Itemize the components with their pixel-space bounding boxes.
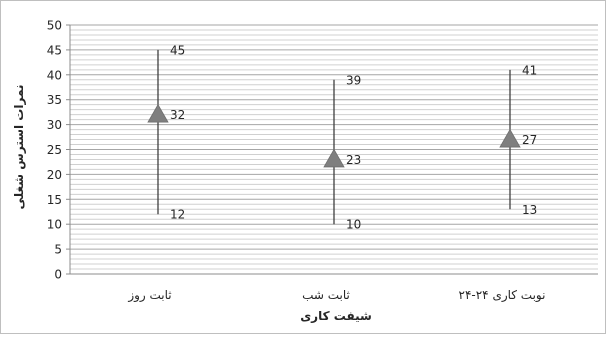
- mean-marker: [147, 103, 169, 123]
- y-tick-label: 0: [54, 268, 62, 282]
- data-marks: [147, 49, 521, 225]
- x-tick-label: ثابت روز: [127, 288, 171, 303]
- y-tick-label: 50: [47, 19, 62, 33]
- x-tick-label: ثابت شب: [302, 288, 350, 302]
- high-value-label: 39: [346, 73, 361, 87]
- y-tick-label: 30: [47, 118, 62, 132]
- x-axis-title: شیفت کاری: [300, 309, 372, 323]
- mean-value-label: 32: [170, 108, 185, 122]
- x-tick-labels: ثابت روز ثابت شب نوبت کاری ۲۴-۲۴: [127, 288, 545, 303]
- y-tick-label: 20: [47, 168, 62, 182]
- y-tick-label: 45: [47, 43, 62, 57]
- low-value-label: 10: [346, 218, 361, 232]
- mean-marker: [499, 128, 521, 148]
- y-axis-title: نمرات استرس شغلی: [12, 85, 26, 210]
- mean-value-label: 23: [346, 153, 361, 167]
- axis-layer: [66, 24, 598, 275]
- y-tick-label: 10: [47, 218, 62, 232]
- y-tick-label: 35: [47, 93, 62, 107]
- data-labels: 45 32 12 39 23 10 41 27 13: [170, 43, 537, 231]
- y-tick-label: 40: [47, 68, 62, 82]
- x-tick-label: نوبت کاری ۲۴-۲۴: [459, 288, 546, 303]
- high-value-label: 41: [522, 63, 537, 77]
- low-value-label: 12: [170, 208, 185, 222]
- low-value-label: 13: [522, 203, 537, 217]
- y-tick-label: 25: [47, 143, 62, 157]
- y-tick-label: 5: [54, 243, 62, 257]
- mean-marker: [323, 148, 345, 168]
- y-tick-label: 15: [47, 193, 62, 207]
- mean-value-label: 27: [522, 133, 537, 147]
- y-tick-labels: 0 5 10 15 20 25 30 35 40 45 50: [47, 19, 62, 282]
- high-value-label: 45: [170, 43, 185, 57]
